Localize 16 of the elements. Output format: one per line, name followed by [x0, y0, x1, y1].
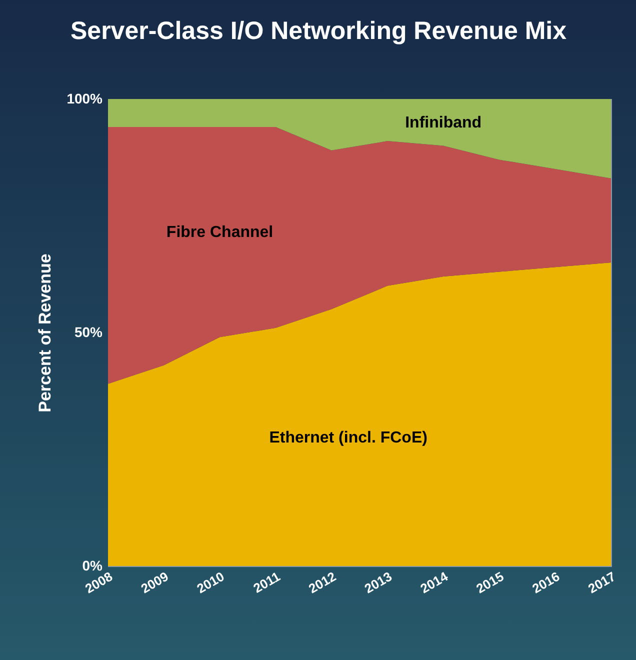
x-tick-label: 2011	[250, 568, 283, 596]
x-tick-label: 2016	[530, 568, 562, 596]
x-tick-label: 2010	[194, 568, 227, 596]
y-tick-label: 100%	[66, 90, 104, 106]
x-tick-label: 2009	[138, 568, 171, 596]
series-label: Fibre Channel	[166, 224, 274, 242]
y-tick-label: 0%	[82, 558, 104, 574]
y-tick-label: 50%	[74, 324, 104, 340]
x-tick-label: 2017	[585, 568, 618, 596]
x-tick-label: 2014	[418, 568, 451, 596]
series-label: Infiniband	[405, 114, 482, 132]
y-axis-title: Percent of Revenue	[36, 254, 55, 412]
x-tick-label: 2015	[474, 568, 506, 596]
x-tick-label: 2013	[362, 568, 394, 596]
chart-title: Server-Class I/O Networking Revenue Mix	[70, 17, 567, 45]
x-tick-label: 2012	[306, 568, 339, 596]
